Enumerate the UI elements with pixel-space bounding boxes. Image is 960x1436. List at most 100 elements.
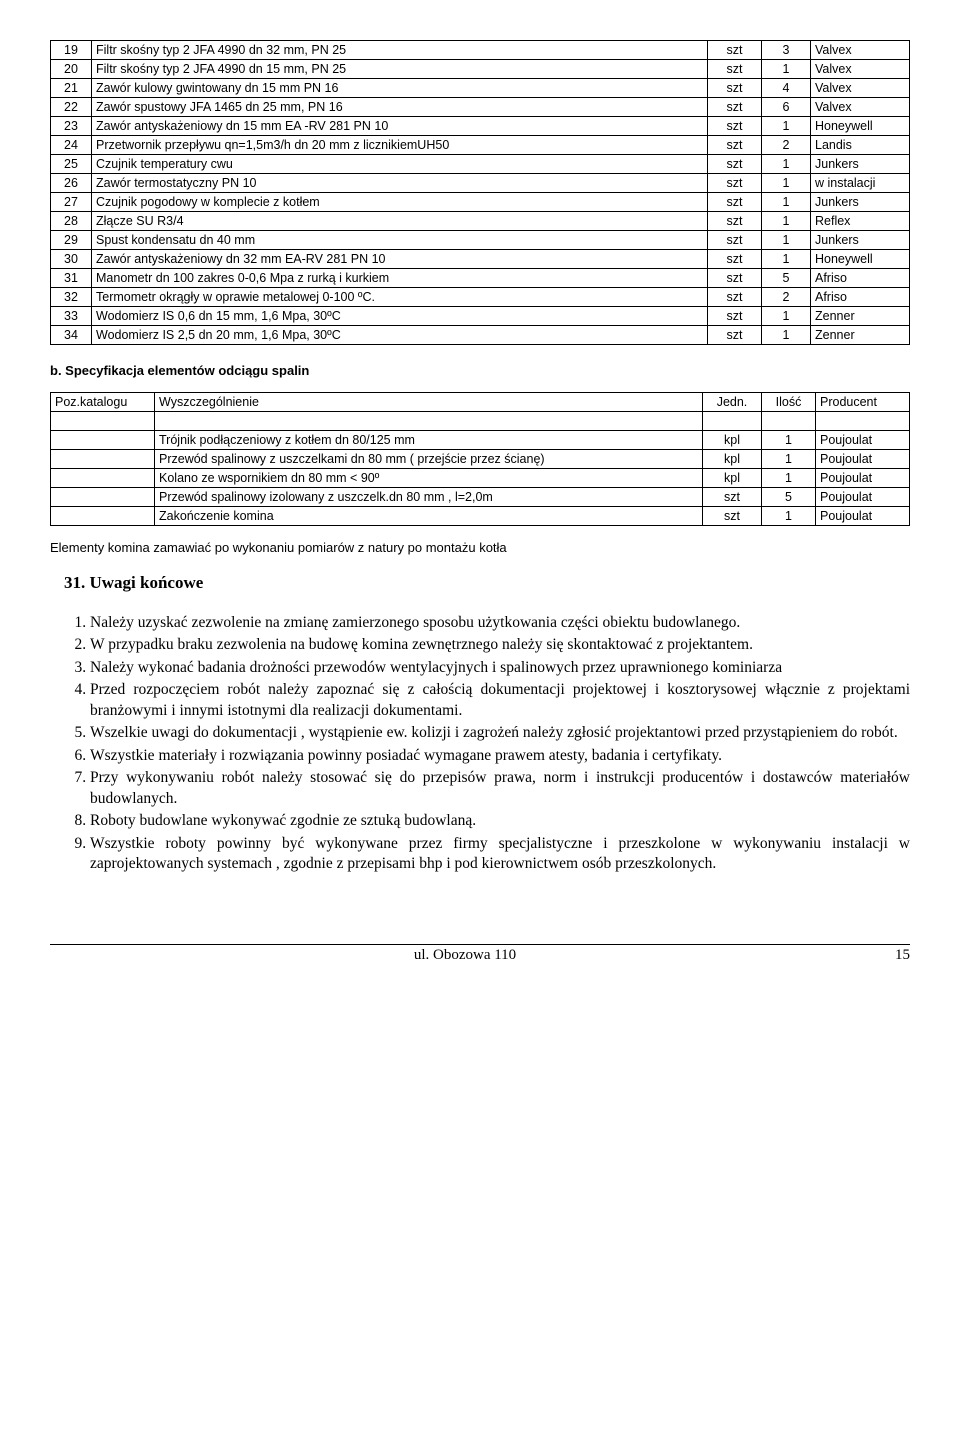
cell-unit: kpl [703,469,762,488]
cell-unit: szt [708,79,762,98]
cell-qty: 6 [762,98,811,117]
table2-head-col1: Poz.katalogu [51,393,155,412]
list-item: W przypadku braku zezwolenia na budowę k… [90,635,910,655]
cell-qty: 1 [762,431,816,450]
cell-num: 29 [51,231,92,250]
table-row: 27Czujnik pogodowy w komplecie z kotłems… [51,193,910,212]
table2-head-col4: Ilość [762,393,816,412]
note-text: Elementy komina zamawiać po wykonaniu po… [50,540,910,555]
cell-desc: Zakończenie komina [155,507,703,526]
cell-poz [51,450,155,469]
cell-unit: szt [708,212,762,231]
table-row: Kolano ze wspornikiem dn 80 mm < 90ºkpl1… [51,469,910,488]
cell-producer: Valvex [811,79,910,98]
cell-desc: Wodomierz IS 0,6 dn 15 mm, 1,6 Mpa, 30ºC [92,307,708,326]
table-row: 26Zawór termostatyczny PN 10szt1w instal… [51,174,910,193]
cell-unit: szt [708,174,762,193]
table-row: 33Wodomierz IS 0,6 dn 15 mm, 1,6 Mpa, 30… [51,307,910,326]
table-row: Przewód spalinowy z uszczelkami dn 80 mm… [51,450,910,469]
cell-desc: Zawór antyskażeniowy dn 15 mm EA -RV 281… [92,117,708,136]
cell-producer: Reflex [811,212,910,231]
cell-unit: szt [708,60,762,79]
list-item: Przed rozpoczęciem robót należy zapoznać… [90,680,910,721]
cell-desc: Filtr skośny typ 2 JFA 4990 dn 15 mm, PN… [92,60,708,79]
cell-unit: szt [708,98,762,117]
cell-producer: Afriso [811,269,910,288]
cell-producer: Honeywell [811,117,910,136]
table-row: 32Termometr okrągły w oprawie metalowej … [51,288,910,307]
cell-producer: Junkers [811,155,910,174]
table2-header-row: Poz.katalogu Wyszczególnienie Jedn. Iloś… [51,393,910,412]
cell-producer: Poujoulat [816,469,910,488]
cell-qty: 1 [762,193,811,212]
table-row: 31Manometr dn 100 zakres 0-0,6 Mpa z rur… [51,269,910,288]
cell-qty: 1 [762,117,811,136]
cell-unit: szt [708,250,762,269]
cell-producer: Honeywell [811,250,910,269]
cell-desc: Przewód spalinowy z uszczelkami dn 80 mm… [155,450,703,469]
cell-poz [51,469,155,488]
list-item: Roboty budowlane wykonywać zgodnie ze sz… [90,811,910,831]
footer-page-number: 15 [880,947,910,964]
cell-qty: 1 [762,231,811,250]
cell-producer: Poujoulat [816,450,910,469]
cell-qty: 3 [762,41,811,60]
list-item: Wszystkie materiały i rozwiązania powinn… [90,746,910,766]
table2-head-col2: Wyszczególnienie [155,393,703,412]
list-item: Należy uzyskać zezwolenie na zmianę zami… [90,613,910,633]
cell-unit: szt [708,326,762,345]
cell-qty: 2 [762,288,811,307]
table-row: 28Złącze SU R3/4szt1Reflex [51,212,910,231]
cell-producer: Poujoulat [816,488,910,507]
cell-qty: 5 [762,269,811,288]
cell-unit: szt [708,117,762,136]
cell-unit: szt [703,488,762,507]
table-row: Zakończenie kominaszt1Poujoulat [51,507,910,526]
cell-desc: Kolano ze wspornikiem dn 80 mm < 90º [155,469,703,488]
cell-producer: Junkers [811,231,910,250]
cell-producer: w instalacji [811,174,910,193]
cell-desc: Manometr dn 100 zakres 0-0,6 Mpa z rurką… [92,269,708,288]
table-row: 29Spust kondensatu dn 40 mmszt1Junkers [51,231,910,250]
list-item: Należy wykonać badania drożności przewod… [90,658,910,678]
cell-num: 28 [51,212,92,231]
cell-producer: Zenner [811,307,910,326]
cell-producer: Landis [811,136,910,155]
cell-desc: Wodomierz IS 2,5 dn 20 mm, 1,6 Mpa, 30ºC [92,326,708,345]
list-item: Przy wykonywaniu robót należy stosować s… [90,768,910,809]
table2-head-col5: Producent [816,393,910,412]
table-row: 22Zawór spustowy JFA 1465 dn 25 mm, PN 1… [51,98,910,117]
cell-poz [51,507,155,526]
cell-unit: szt [708,193,762,212]
table-row: Trójnik podłączeniowy z kotłem dn 80/125… [51,431,910,450]
cell-producer: Afriso [811,288,910,307]
list-item: Wszelkie uwagi do dokumentacji , wystąpi… [90,723,910,743]
cell-desc: Czujnik pogodowy w komplecie z kotłem [92,193,708,212]
cell-desc: Zawór kulowy gwintowany dn 15 mm PN 16 [92,79,708,98]
table2-spacer-row [51,412,910,431]
cell-desc: Filtr skośny typ 2 JFA 4990 dn 32 mm, PN… [92,41,708,60]
cell-num: 34 [51,326,92,345]
footer-address: ul. Obozowa 110 [50,947,880,964]
cell-desc: Zawór spustowy JFA 1465 dn 25 mm, PN 16 [92,98,708,117]
page-footer: ul. Obozowa 110 15 [50,944,910,964]
cell-qty: 1 [762,155,811,174]
cell-unit: szt [708,136,762,155]
cell-qty: 1 [762,450,816,469]
cell-unit: kpl [703,431,762,450]
cell-desc: Termometr okrągły w oprawie metalowej 0-… [92,288,708,307]
table-row: 24Przetwornik przepływu qn=1,5m3/h dn 20… [51,136,910,155]
list-item: Wszystkie roboty powinny być wykonywane … [90,834,910,875]
cell-num: 22 [51,98,92,117]
cell-producer: Poujoulat [816,507,910,526]
cell-desc: Zawór termostatyczny PN 10 [92,174,708,193]
cell-desc: Spust kondensatu dn 40 mm [92,231,708,250]
table-row: 21Zawór kulowy gwintowany dn 15 mm PN 16… [51,79,910,98]
cell-unit: kpl [703,450,762,469]
cell-qty: 1 [762,250,811,269]
cell-desc: Przetwornik przepływu qn=1,5m3/h dn 20 m… [92,136,708,155]
cell-qty: 1 [762,174,811,193]
table2-head-col3: Jedn. [703,393,762,412]
cell-unit: szt [708,41,762,60]
cell-qty: 1 [762,507,816,526]
